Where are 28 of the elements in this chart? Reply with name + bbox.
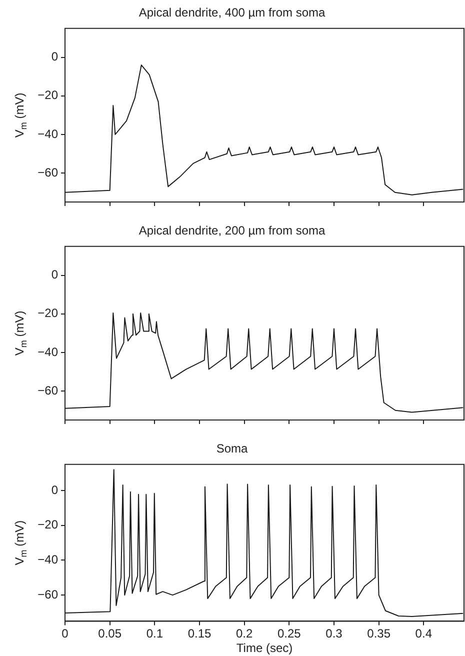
y-tick-label: 0 (51, 268, 58, 282)
y-tick-label: 0 (51, 482, 58, 497)
x-tick-label: 0.4 (415, 626, 432, 641)
y-tick-label: −40 (38, 552, 58, 567)
y-tick-label: −60 (38, 165, 58, 180)
x-tick-label: 0.05 (98, 626, 122, 641)
y-tick-label: −40 (38, 126, 58, 141)
chart-title: Soma (216, 442, 248, 456)
x-tick-label: 0.1 (146, 626, 164, 641)
y-tick-label: −40 (38, 344, 58, 359)
y-axis-title: Vm (mV) (12, 520, 28, 566)
y-tick-label: −60 (38, 587, 58, 602)
chart-title: Apical dendrite, 400 µm from soma (138, 6, 326, 20)
y-tick-label: −20 (38, 306, 58, 320)
y-axis-title: Vm (mV) (12, 310, 28, 356)
x-tick-label: 0.15 (188, 626, 212, 641)
y-tick-label: −60 (38, 383, 58, 398)
x-axis-title: Time (sec) (236, 641, 293, 656)
x-tick-label: 0.35 (367, 626, 391, 641)
y-tick-label: −20 (38, 88, 58, 102)
x-tick-label: 0.25 (277, 626, 302, 641)
y-tick-label: −20 (38, 518, 58, 532)
y-tick-label: 0 (51, 50, 58, 64)
x-tick-label: 0.3 (326, 626, 343, 641)
y-axis-title: Vm (mV) (12, 92, 28, 138)
x-tick-label: 0.2 (236, 626, 253, 641)
chart-title: Apical dendrite, 200 µm from soma (138, 224, 326, 238)
x-tick-label: 0 (62, 626, 69, 641)
